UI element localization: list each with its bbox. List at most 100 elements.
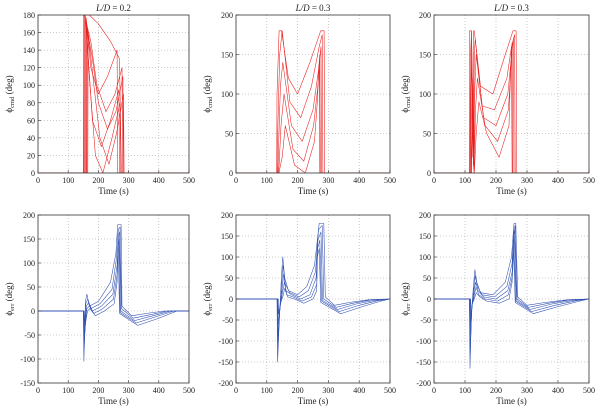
- x-tick-label: 500: [183, 386, 195, 395]
- x-tick-label: 400: [552, 176, 564, 185]
- x-axis-label: Time (s): [298, 186, 328, 196]
- y-tick-label: -150: [416, 358, 431, 367]
- x-tick-label: 0: [432, 386, 436, 395]
- y-tick-label: 50: [225, 274, 233, 283]
- chart-panel-6: 0 100 200 300 400 500 -200 -150 -100 -50 0 50 100 150…: [400, 211, 595, 406]
- y-tick-label: 200: [419, 11, 431, 20]
- plot-frame: [37, 214, 190, 384]
- series-group: [434, 30, 589, 173]
- series-line-1: [38, 224, 189, 362]
- series-line-4: [236, 54, 390, 173]
- y-axis-label: ϕerr (deg): [400, 282, 412, 315]
- x-tick-label: 300: [322, 386, 334, 395]
- x-tick-label: 300: [123, 176, 135, 185]
- y-axis-label: ϕcmd (deg): [4, 75, 16, 112]
- y-tick-label: 200: [23, 211, 35, 220]
- x-tick-label: 200: [292, 386, 304, 395]
- y-tick-label: 150: [221, 51, 233, 60]
- y-tick-label: -50: [24, 331, 35, 340]
- panel-title: L/D = 0.2: [95, 3, 131, 13]
- x-axis-label: Time (s): [496, 396, 526, 406]
- x-tick-label: 200: [92, 386, 104, 395]
- x-tick-label: 400: [353, 176, 365, 185]
- y-tick-label: 0: [31, 169, 35, 178]
- x-axis-label: Time (s): [98, 396, 128, 406]
- y-tick-label: 120: [23, 64, 35, 73]
- y-tick-label: 150: [221, 232, 233, 241]
- series-line-1: [236, 30, 390, 173]
- y-tick-label: 100: [23, 81, 35, 90]
- series-line-5: [38, 23, 189, 173]
- x-axis-label: Time (s): [496, 186, 526, 196]
- panel-title: L/D = 0.3: [295, 3, 331, 13]
- series-line-2: [236, 225, 390, 350]
- y-tick-label: 150: [419, 232, 431, 241]
- x-tick-label: 0: [36, 386, 40, 395]
- y-tick-label: 40: [27, 134, 35, 143]
- y-tick-label: 180: [23, 11, 35, 20]
- series-line-6: [38, 27, 189, 173]
- x-tick-label: 200: [490, 176, 502, 185]
- x-tick-label: 300: [322, 176, 334, 185]
- series-group: [38, 15, 189, 173]
- y-tick-label: 0: [427, 295, 431, 304]
- y-axis-label: ϕcmd (deg): [400, 75, 412, 112]
- series-line-1: [38, 15, 189, 173]
- y-tick-label: -150: [20, 379, 35, 388]
- x-tick-label: 400: [153, 176, 165, 185]
- chart-panel-5: 0 100 200 300 400 500 -200 -150 -100 -50 0 50 100 150…: [202, 211, 396, 406]
- series-group: [38, 224, 189, 362]
- y-tick-label: 100: [419, 90, 431, 99]
- y-tick-label: 50: [423, 130, 431, 139]
- plot-frame: [235, 14, 391, 174]
- series-line-5: [38, 248, 189, 326]
- y-tick-label: 140: [23, 46, 35, 55]
- x-tick-label: 0: [234, 386, 238, 395]
- series-group: [236, 30, 390, 173]
- y-tick-label: 0: [31, 307, 35, 316]
- chart-panel-4: 0 100 200 300 400 500-150-100-50050100150200T…: [4, 211, 195, 406]
- series-line-3: [434, 38, 589, 173]
- y-axis-label: ϕerr (deg): [202, 282, 214, 315]
- y-tick-label: -100: [20, 355, 35, 364]
- series-line-2: [236, 30, 390, 173]
- series-line-5: [236, 248, 390, 314]
- series-line-3: [236, 46, 390, 173]
- y-tick-label: -200: [218, 379, 233, 388]
- x-tick-label: 400: [552, 386, 564, 395]
- series-line-2: [434, 30, 589, 173]
- series-line-4: [38, 19, 189, 173]
- series-line-5: [434, 244, 589, 317]
- series-line-1: [434, 223, 589, 369]
- series-line-4: [434, 42, 589, 173]
- series-group: [236, 223, 390, 363]
- series-line-3: [38, 15, 189, 173]
- series-line-4: [236, 239, 390, 325]
- y-tick-label: -50: [420, 316, 431, 325]
- y-tick-label: 100: [419, 253, 431, 262]
- x-tick-label: 400: [353, 386, 365, 395]
- y-tick-label: 100: [23, 259, 35, 268]
- x-tick-label: 100: [62, 176, 74, 185]
- series-line-2: [434, 225, 589, 354]
- x-tick-label: 100: [459, 386, 471, 395]
- y-tick-label: 150: [23, 235, 35, 244]
- x-tick-label: 300: [521, 176, 533, 185]
- x-tick-label: 200: [490, 386, 502, 395]
- x-tick-label: 100: [261, 176, 273, 185]
- x-tick-label: 100: [459, 176, 471, 185]
- x-tick-label: 200: [292, 176, 304, 185]
- series-line-4: [434, 235, 589, 329]
- series-group: [434, 223, 589, 369]
- y-tick-label: -200: [416, 379, 431, 388]
- x-tick-label: 400: [153, 386, 165, 395]
- y-tick-label: 60: [27, 116, 35, 125]
- y-tick-label: 150: [419, 51, 431, 60]
- x-tick-label: 100: [261, 386, 273, 395]
- x-axis-label: Time (s): [298, 396, 328, 406]
- x-tick-label: 0: [234, 176, 238, 185]
- x-axis-label: Time (s): [98, 186, 128, 196]
